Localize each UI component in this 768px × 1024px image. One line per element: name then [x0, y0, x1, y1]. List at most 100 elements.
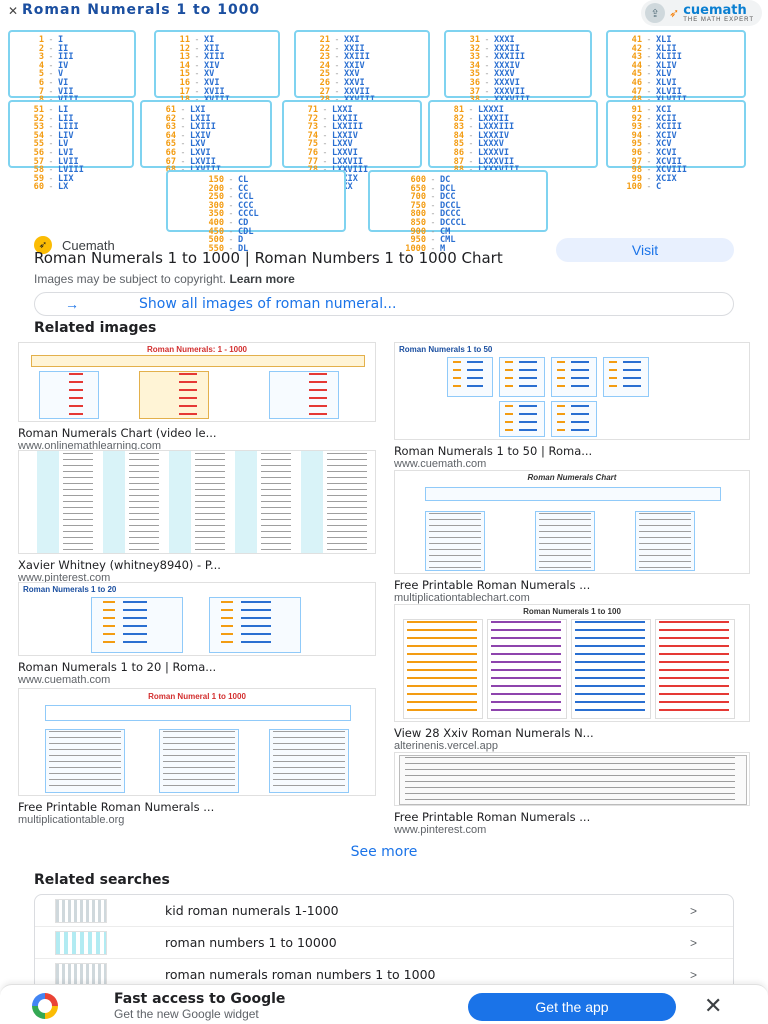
card-thumbnail[interactable]: Roman Numerals Chart [394, 470, 750, 574]
arrow-right-icon: → [65, 296, 79, 312]
roman-numeral: DCCL [440, 200, 461, 211]
roman-numeral: VII [58, 86, 74, 97]
numeral-row: 55- LV [16, 140, 126, 149]
separator: - [334, 86, 340, 97]
close-icon[interactable]: ✕ [8, 4, 19, 18]
card-thumbnail[interactable]: Roman Numeral 1 to 1000 [18, 688, 376, 796]
card-thumbnail[interactable] [394, 752, 750, 806]
roman-numeral: XII [204, 43, 220, 54]
related-image-card[interactable]: Roman Numerals 1 to 50 Roman Numerals 1 … [394, 342, 750, 470]
arabic-number: 93 [631, 122, 642, 133]
roman-numeral: LVIII [58, 165, 84, 176]
visit-button[interactable]: Visit [556, 238, 734, 262]
arabic-number: 900 [410, 226, 426, 237]
numeral-box: 150- CL 200- CC 250- CCL 300- CCC 350- CCCL 400- CD… [166, 170, 346, 253]
numeral-row: 36- XXXVI [452, 79, 584, 88]
roman-numeral: I [58, 35, 64, 45]
related-image-card[interactable]: Roman Numerals Chart Free Printable Roma… [394, 470, 750, 604]
roman-numeral: XCVII [656, 156, 682, 167]
roman-numeral: XXXIII [494, 52, 526, 63]
roman-numeral: LXI [190, 105, 206, 115]
search-label: roman numerals roman numbers 1 to 1000 [165, 967, 436, 982]
card-thumbnail[interactable]: Roman Numerals 1 to 100 [394, 604, 750, 722]
share-icon[interactable]: ⇪ [645, 3, 666, 23]
separator: - [322, 113, 328, 124]
separator: - [334, 60, 340, 71]
arabic-number: 62 [165, 113, 176, 124]
roman-numeral: XXXI [494, 35, 515, 45]
roman-numeral: LXII [190, 113, 211, 124]
numeral-box: 91- XCI 92- XCII 93- XCIII 94- XCIV 95- XCV 96- XCV… [606, 100, 746, 191]
arabic-number: 1 [38, 35, 44, 45]
arabic-number: 21 [319, 35, 330, 45]
source-name: Cuemath [62, 237, 115, 253]
card-thumbnail[interactable] [18, 450, 376, 554]
separator: - [646, 43, 652, 54]
hero-image[interactable]: ✕ Roman Numerals 1 to 1000 ⇪ ➶ cuemath T… [0, 0, 768, 253]
separator: - [322, 105, 328, 115]
related-image-card[interactable]: Roman Numeral 1 to 1000 Free Printable R… [18, 688, 376, 826]
roman-numeral: XVI [204, 77, 220, 88]
arabic-number: 44 [631, 60, 642, 71]
separator: - [322, 147, 328, 158]
related-search-item[interactable]: roman numbers 1 to 10000 > [35, 927, 733, 959]
related-image-card[interactable]: Free Printable Roman Numerals ... www.pi… [394, 752, 750, 836]
numeral-row: 12- XII [162, 43, 272, 54]
card-thumbnail[interactable]: Roman Numerals 1 to 20 [18, 582, 376, 656]
arabic-number: 36 [469, 77, 480, 88]
arabic-number: 6 [38, 77, 44, 88]
arabic-number: 60 [33, 182, 44, 193]
arabic-number: 150 [208, 175, 224, 185]
numeral-row: 62- LXII [148, 113, 264, 124]
show-all-images-button[interactable]: → Show all images of roman numeral... [34, 292, 734, 316]
related-search-item[interactable]: kid roman numerals 1-1000 > [35, 895, 733, 927]
arabic-number: 66 [165, 147, 176, 158]
search-label: roman numbers 1 to 10000 [165, 935, 337, 950]
roman-numeral: LXVII [190, 156, 216, 167]
numeral-row: 200- CC [196, 183, 338, 194]
close-icon[interactable]: ✕ [704, 993, 723, 1018]
numeral-row: 13- XIII [162, 53, 272, 62]
arabic-number: 34 [469, 60, 480, 71]
separator: - [484, 43, 490, 54]
roman-numeral: V [58, 69, 64, 80]
roman-numeral: DL [238, 243, 249, 254]
roman-numeral: XCVIII [656, 165, 688, 176]
related-image-card[interactable]: Roman Numerals 1 to 100 View 28 Xxiv Rom… [394, 604, 750, 752]
arabic-number: 47 [631, 86, 642, 97]
card-thumbnail[interactable]: Roman Numerals: 1 - 1000 [18, 342, 376, 422]
arabic-number: 72 [307, 113, 318, 124]
roman-numeral: CC [238, 183, 249, 194]
numeral-box: 71- LXXI 72- LXXII 73- LXXIII 74- LXXIV 75- LXXV 7… [282, 100, 422, 191]
arabic-number: 15 [179, 69, 190, 80]
separator: - [646, 35, 652, 45]
arabic-number: 99 [631, 173, 642, 184]
related-image-card[interactable]: Xavier Whitney (whitney8940) - P... www.… [18, 450, 376, 584]
separator: - [48, 43, 54, 54]
see-more-link[interactable]: See more [350, 844, 418, 860]
rocket-icon: ➶ [669, 6, 680, 20]
card-thumbnail[interactable]: Roman Numerals 1 to 50 [394, 342, 750, 440]
get-the-app-button[interactable]: Get the app [468, 993, 676, 1021]
arabic-number: 950 [410, 235, 426, 246]
roman-numeral: LI [58, 105, 69, 115]
related-image-card[interactable]: Roman Numerals: 1 - 1000 Roman Numerals … [18, 342, 376, 452]
separator: - [180, 156, 186, 167]
related-image-card[interactable]: Roman Numerals 1 to 20 Roman Numerals 1 … [18, 582, 376, 686]
google-logo-icon [32, 993, 58, 1019]
arabic-number: 2 [38, 43, 44, 54]
learn-more-link[interactable]: Learn more [229, 272, 295, 286]
roman-numeral: LXXVII [332, 156, 364, 167]
separator: - [334, 35, 340, 45]
separator: - [468, 147, 474, 158]
result-title[interactable]: Roman Numerals 1 to 1000 | Roman Numbers… [34, 249, 503, 267]
numeral-row: 1000- M [398, 245, 540, 254]
arabic-number: 64 [165, 130, 176, 141]
arabic-number: 750 [410, 200, 426, 211]
numeral-box: 51- LI 52- LII 53- LIII 54- LIV 55- LV 56- LVI 57- LV… [8, 100, 134, 191]
arabic-number: 16 [179, 77, 190, 88]
numeral-row: 24- XXIV [302, 62, 422, 71]
numeral-row: 66- LXVI [148, 149, 264, 158]
source-row[interactable]: ➶ Cuemath [34, 236, 115, 254]
cuemath-favicon-icon: ➶ [34, 236, 52, 254]
